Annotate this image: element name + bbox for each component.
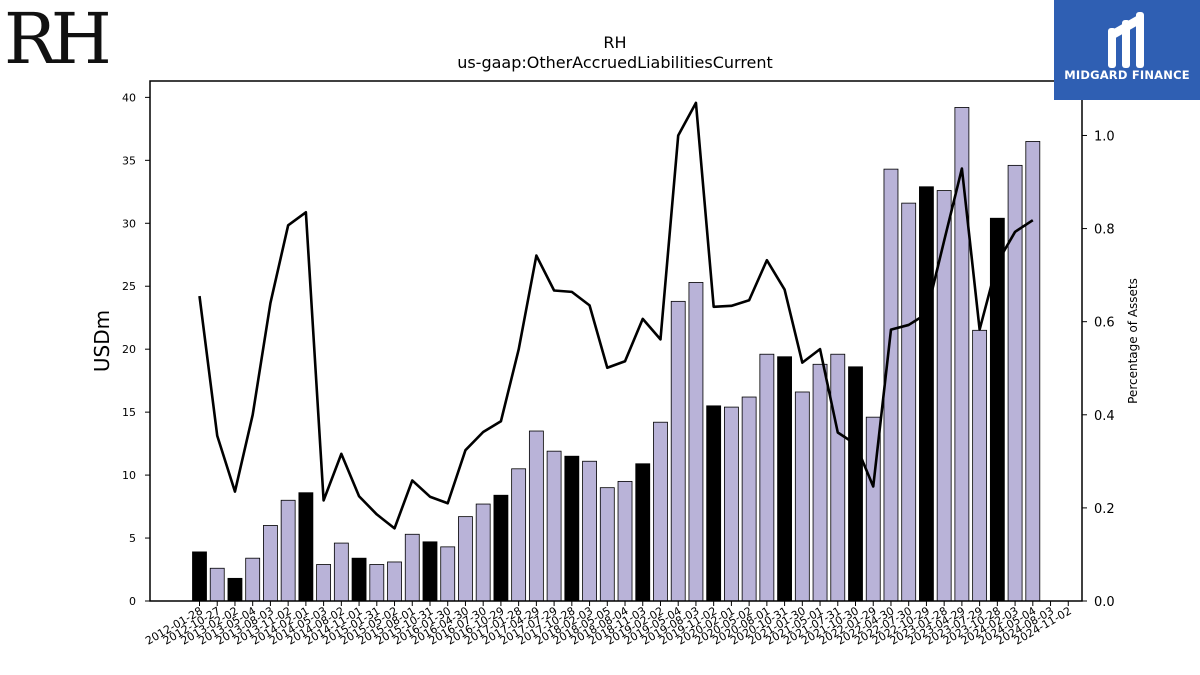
midgard-finance-text: MIDGARD FINANCE [1064,68,1190,82]
bar-2017-01-28 [511,468,527,602]
midgard-finance-mark-icon [1108,12,1144,68]
y-tick-label: 25 [122,280,136,293]
bar-2017-04-29 [528,430,544,602]
bar-2024-05-04 [1025,141,1041,602]
bar-2021-05-01 [812,363,828,602]
chart-subtitle: us-gaap:OtherAccruedLiabilitiesCurrent [457,53,773,72]
bar-2013-11-02 [280,499,296,602]
y-axis-label: USDm [90,310,114,372]
bar-2016-04-30 [458,516,473,602]
bar-2020-10-31 [777,356,792,602]
y-tick-label: 20 [122,343,136,356]
bar-2022-04-30 [883,168,899,602]
rh-logo: RH [0,0,115,80]
bar-2018-05-05 [599,487,615,602]
bar-2013-08-03 [263,525,278,602]
bar-2018-08-04 [617,480,633,602]
bar-2016-01-30 [440,546,456,602]
bar-2023-07-29 [972,329,988,602]
bar-2014-08-02 [333,542,349,602]
plot-frame [149,80,1083,602]
bar-2020-02-01 [724,406,739,602]
bar-2021-07-31 [830,353,846,602]
bar-2022-10-29 [919,186,934,602]
bar-2023-10-28 [989,217,1005,602]
bar-2015-05-02 [387,561,402,602]
bar-2015-10-31 [422,541,438,602]
bar-2012-10-27 [209,567,225,602]
bar-2018-02-03 [582,460,597,602]
bar-2017-07-29 [546,450,562,602]
y-tick-label: 40 [122,91,136,104]
bar-2013-02-02 [227,577,243,602]
bar-2019-11-02 [706,405,722,602]
bar-2021-10-30 [848,366,863,602]
svg-text:RH: RH [4,0,109,75]
y2-tick-label: 1.0 [1094,129,1115,144]
y2-axis-label: Percentage of Assets [1126,278,1140,404]
bar-2020-05-02 [741,396,757,602]
y-tick-label: 10 [122,469,136,482]
bar-2019-02-02 [653,421,668,602]
bar-2018-11-03 [635,463,651,602]
bar-2019-08-03 [688,282,704,602]
bar-2021-01-30 [794,391,810,602]
y2-tick-label: 0.6 [1094,316,1115,331]
bar-2015-08-01 [404,533,420,602]
bar-2019-05-04 [670,300,686,602]
bar-2013-05-04 [245,557,261,602]
bar-2023-01-28 [936,190,952,602]
percentage-line [198,101,1034,530]
y2-tick-label: 0.8 [1094,223,1115,238]
chart-title: RH [603,33,626,52]
bar-2017-10-28 [564,455,580,602]
y-tick-label: 15 [122,406,136,419]
bar-2012-01-28 [192,551,207,602]
bar-2015-01-31 [369,564,385,602]
y-tick-label: 35 [122,154,136,167]
bar-2020-08-01 [759,353,775,602]
y-tick-label: 30 [122,217,136,230]
bar-2022-07-30 [901,202,917,602]
y-tick-label: 5 [129,532,136,545]
bar-2014-02-01 [298,492,314,602]
y2-tick-label: 0.2 [1094,502,1115,517]
bar-2016-07-30 [475,503,491,602]
y-tick-label: 0 [129,595,136,608]
bar-2023-04-29 [954,107,970,602]
bar-2014-11-01 [351,557,367,602]
y2-tick-label: 0.4 [1094,409,1115,424]
bar-2014-05-03 [316,564,332,602]
midgard-finance-logo: MIDGARD FINANCE [1054,0,1200,100]
bar-2016-10-29 [493,494,509,602]
y2-tick-label: 0.0 [1094,595,1115,610]
